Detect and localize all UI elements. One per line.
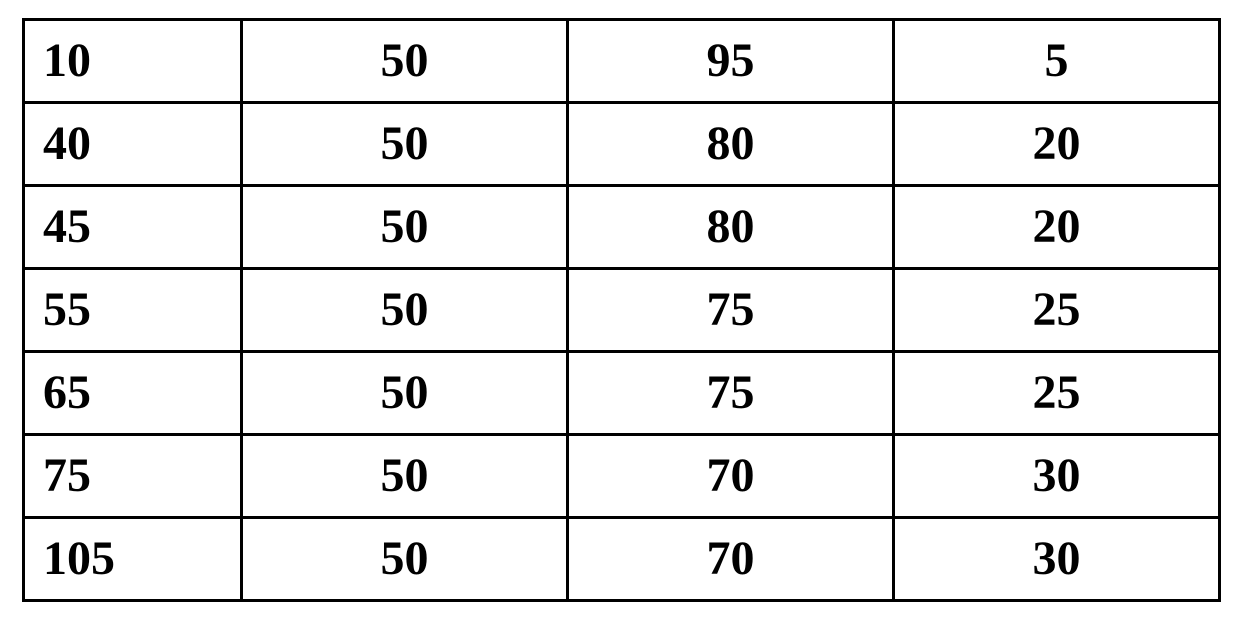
table-cell: 50 (242, 435, 568, 518)
table-cell: 50 (242, 103, 568, 186)
table-cell: 30 (894, 518, 1220, 601)
table-cell: 80 (568, 103, 894, 186)
table-cell: 40 (24, 103, 242, 186)
table-cell: 105 (24, 518, 242, 601)
table-row: 55 50 75 25 (24, 269, 1220, 352)
table-row: 75 50 70 30 (24, 435, 1220, 518)
table-cell: 50 (242, 20, 568, 103)
table-row: 40 50 80 20 (24, 103, 1220, 186)
table-cell: 50 (242, 186, 568, 269)
table-cell: 75 (568, 352, 894, 435)
data-table: 10 50 95 5 40 50 80 20 45 50 80 20 55 50… (22, 18, 1221, 602)
table-cell: 50 (242, 269, 568, 352)
table-cell: 75 (568, 269, 894, 352)
table-cell: 25 (894, 269, 1220, 352)
table-cell: 95 (568, 20, 894, 103)
table-cell: 70 (568, 435, 894, 518)
table-cell: 25 (894, 352, 1220, 435)
table-cell: 20 (894, 186, 1220, 269)
table-cell: 10 (24, 20, 242, 103)
table-row: 45 50 80 20 (24, 186, 1220, 269)
table-cell: 5 (894, 20, 1220, 103)
table-row: 65 50 75 25 (24, 352, 1220, 435)
table-cell: 20 (894, 103, 1220, 186)
table-row: 10 50 95 5 (24, 20, 1220, 103)
table-row: 105 50 70 30 (24, 518, 1220, 601)
table-cell: 65 (24, 352, 242, 435)
table-container: 10 50 95 5 40 50 80 20 45 50 80 20 55 50… (0, 0, 1240, 620)
table-cell: 50 (242, 518, 568, 601)
table-cell: 70 (568, 518, 894, 601)
table-cell: 75 (24, 435, 242, 518)
table-cell: 50 (242, 352, 568, 435)
table-cell: 30 (894, 435, 1220, 518)
table-cell: 55 (24, 269, 242, 352)
table-cell: 80 (568, 186, 894, 269)
table-cell: 45 (24, 186, 242, 269)
